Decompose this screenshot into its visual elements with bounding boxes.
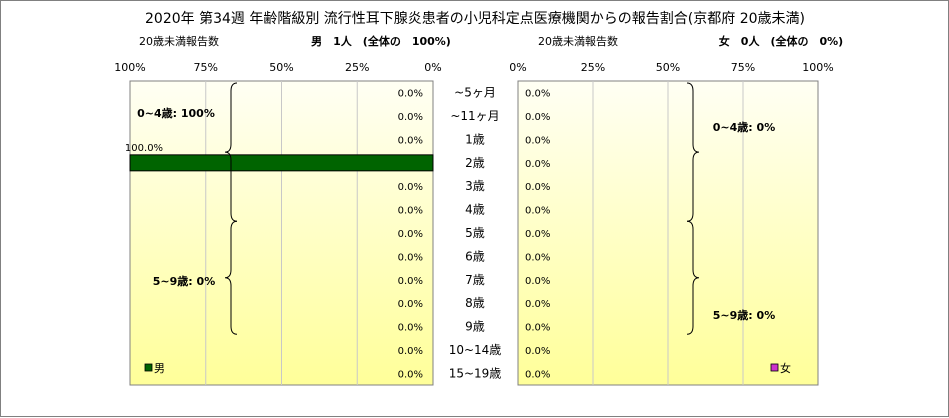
- category-label: 2歳: [465, 156, 485, 170]
- left-group-brace: [224, 220, 238, 335]
- male-bar-value-label: 0.0%: [398, 135, 423, 146]
- legend-female-label: 女: [780, 361, 791, 375]
- category-label: 3歳: [465, 179, 485, 193]
- male-bar-value-label: 0.0%: [398, 89, 423, 100]
- category-label: 9歳: [465, 320, 485, 334]
- right-subtitle-label: 20歳未満報告数: [538, 35, 618, 48]
- female-bar-value-label: 0.0%: [525, 276, 550, 287]
- chart-title: 2020年 第34週 年齢階級別 流行性耳下腺炎患者の小児科定点医療機関からの報…: [145, 10, 805, 27]
- left-group-label: 5~9歳: 0%: [153, 274, 215, 288]
- left-x-tick-label: 25%: [345, 61, 369, 74]
- category-label: 5歳: [465, 226, 485, 240]
- left-total-label: 男 1人 (全体の 100%): [311, 34, 451, 48]
- left-x-tick-label: 75%: [194, 61, 218, 74]
- right-x-tick-label: 100%: [802, 61, 833, 74]
- male-bar-value-label: 0.0%: [398, 346, 423, 357]
- female-bar-value-label: 0.0%: [525, 135, 550, 146]
- right-group-brace: [686, 82, 700, 222]
- female-bar-value-label: 0.0%: [525, 206, 550, 217]
- right-x-tick-label: 25%: [581, 61, 605, 74]
- category-label: 15~19歳: [449, 366, 502, 380]
- category-label: 8歳: [465, 296, 485, 310]
- male-bar-value-label: 100.0%: [125, 143, 163, 154]
- right-x-tick-label: 0%: [509, 61, 526, 74]
- male-bar-value-label: 0.0%: [398, 229, 423, 240]
- right-group-brace: [686, 220, 700, 335]
- category-label: 1歳: [465, 132, 485, 146]
- female-bar-value-label: 0.0%: [525, 229, 550, 240]
- male-bar-value-label: 0.0%: [398, 206, 423, 217]
- right-x-tick-label: 50%: [656, 61, 680, 74]
- male-bar-value-label: 0.0%: [398, 112, 423, 123]
- right-total-label: 女 0人 (全体の 0%): [719, 34, 843, 48]
- left-x-tick-label: 0%: [424, 61, 441, 74]
- female-bar-value-label: 0.0%: [525, 252, 550, 263]
- category-label: 7歳: [465, 273, 485, 287]
- male-bar-value-label: 0.0%: [398, 182, 423, 193]
- male-bar-value-label: 0.0%: [398, 252, 423, 263]
- female-bar-value-label: 0.0%: [525, 323, 550, 334]
- category-label: ~5ヶ月: [454, 86, 496, 100]
- category-label: 6歳: [465, 249, 485, 263]
- male-bar: [129, 154, 434, 172]
- category-label: ~11ヶ月: [450, 109, 499, 123]
- male-bar-value-label: 0.0%: [398, 299, 423, 310]
- category-label: 4歳: [465, 203, 485, 217]
- right-group-label: 0~4歳: 0%: [713, 120, 775, 134]
- left-group-label: 0~4歳: 100%: [137, 106, 215, 120]
- female-bar-value-label: 0.0%: [525, 299, 550, 310]
- female-bar-value-label: 0.0%: [525, 182, 550, 193]
- right-group-label: 5~9歳: 0%: [713, 308, 775, 322]
- male-bar-value-label: 0.0%: [398, 369, 423, 380]
- left-x-tick-label: 100%: [114, 61, 145, 74]
- left-group-brace: [224, 82, 238, 222]
- female-bar-value-label: 0.0%: [525, 89, 550, 100]
- female-bar-value-label: 0.0%: [525, 346, 550, 357]
- right-x-tick-label: 75%: [731, 61, 755, 74]
- category-label: 10~14歳: [449, 343, 502, 357]
- female-bar-value-label: 0.0%: [525, 159, 550, 170]
- male-bar-value-label: 0.0%: [398, 276, 423, 287]
- male-bar-value-label: 0.0%: [398, 323, 423, 334]
- left-subtitle-label: 20歳未満報告数: [139, 35, 219, 48]
- female-bar-value-label: 0.0%: [525, 369, 550, 380]
- legend-male-label: 男: [154, 362, 165, 375]
- female-bar-value-label: 0.0%: [525, 112, 550, 123]
- legend-male-swatch: [144, 363, 153, 372]
- legend-female-swatch: [770, 363, 779, 372]
- left-x-tick-label: 50%: [269, 61, 293, 74]
